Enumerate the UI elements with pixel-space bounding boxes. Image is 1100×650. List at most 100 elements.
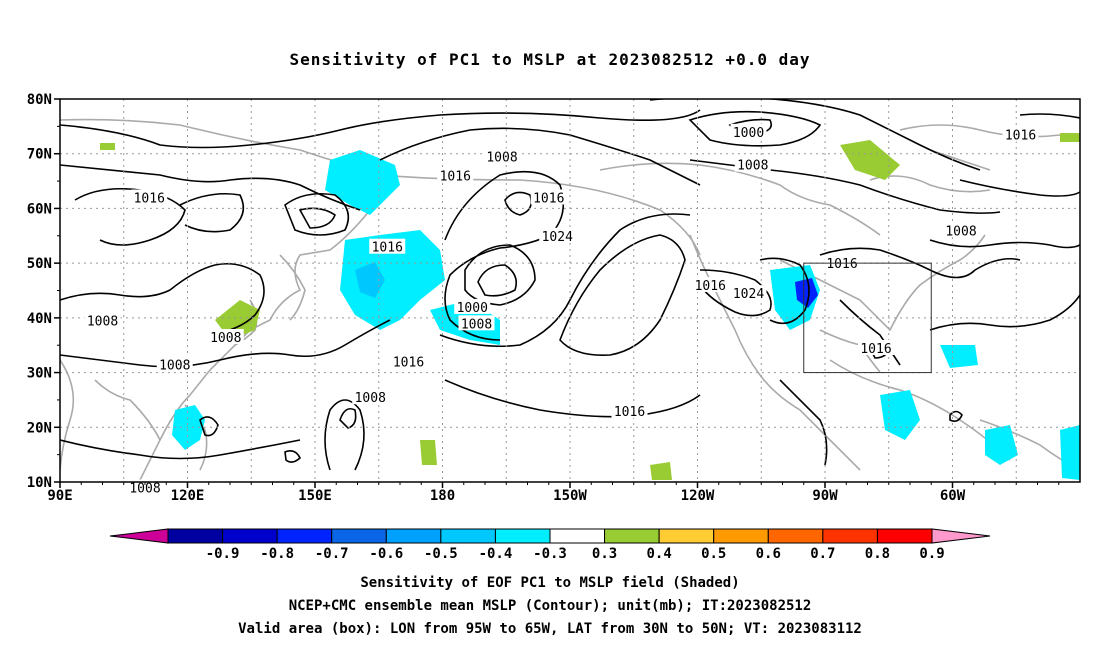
- contour-label: 1024: [542, 230, 573, 245]
- contour-label: 1008: [129, 481, 160, 496]
- colorbar-label: -0.8: [260, 546, 294, 562]
- valid-area-box: [803, 262, 932, 374]
- contour-label-bg: [484, 148, 520, 164]
- contour-label-bg: [734, 156, 771, 172]
- lon-tick-label: 120E: [171, 488, 205, 504]
- contour-label: 1008: [87, 315, 118, 330]
- contour-label-bg: [207, 329, 244, 345]
- contour-label-bg: [458, 315, 495, 331]
- lon-tick-label: 60W: [940, 488, 966, 504]
- contour-label-bg: [943, 222, 979, 238]
- colorbar: -0.9 -0.8 -0.7 -0.6 -0.5 -0.4 -0.3 0.3 0.4 0.5 0.6…: [109, 528, 991, 562]
- colorbar-label: -0.4: [479, 546, 513, 562]
- lon-tick-label: 150W: [553, 488, 587, 504]
- contour-label-bg: [824, 255, 860, 271]
- contour-label-bg: [84, 312, 121, 328]
- contour-label-bg: [131, 189, 168, 205]
- contour-label: 1008: [355, 391, 386, 406]
- contour-label: 1016: [440, 170, 471, 185]
- caption-shading: Sensitivity of EOF PC1 to MSLP field (Sh…: [360, 575, 740, 591]
- lon-tick-label: 90E: [47, 488, 72, 504]
- contour-label: 1008: [210, 331, 241, 346]
- contour-label-bg: [369, 238, 406, 254]
- colorbar-label: -0.7: [315, 546, 349, 562]
- map-title: Sensitivity of PC1 to MSLP at 2023082512…: [289, 50, 811, 69]
- contour-label-bg: [692, 277, 729, 293]
- contour-label: 1008: [486, 150, 517, 165]
- lat-tick-label: 60N: [27, 201, 52, 217]
- colorbar-label: 0.4: [646, 546, 671, 562]
- colorbar-swatch: [713, 528, 769, 544]
- colorbar-label: -0.9: [206, 546, 240, 562]
- contour-label-bg: [390, 353, 427, 369]
- colorbar-label: 0.3: [592, 546, 617, 562]
- contour-label: 1016: [1005, 129, 1036, 144]
- colorbar-swatch: [276, 528, 333, 544]
- colorbar-swatch: [331, 528, 387, 544]
- contour-label-bg: [1002, 126, 1039, 142]
- lon-tick-label: 150E: [298, 488, 332, 504]
- contour-label-bg: [858, 339, 894, 355]
- caption-contour: NCEP+CMC ensemble mean MSLP (Contour); u…: [288, 598, 812, 614]
- contour-label-bg: [454, 298, 491, 314]
- colorbar-swatch: [549, 528, 606, 544]
- contour-label: 1016: [695, 279, 726, 294]
- lat-tick-label: 70N: [27, 147, 52, 163]
- colorbar-label: 0.6: [756, 546, 781, 562]
- colorbar-low-triangle: [109, 528, 169, 544]
- colorbar-label: 0.5: [701, 546, 726, 562]
- lat-tick-label: 20N: [27, 420, 52, 436]
- colorbar-swatch: [822, 528, 878, 544]
- colorbar-label: -0.3: [533, 546, 567, 562]
- contour-label: 1008: [737, 159, 768, 174]
- contour-label: 1016: [372, 241, 403, 256]
- colorbar-swatch: [494, 528, 551, 544]
- colorbar-swatch: [167, 528, 224, 544]
- contour-label: 1016: [533, 191, 564, 206]
- contour-label: 1024: [733, 287, 764, 302]
- contour-label-bg: [352, 389, 389, 405]
- contour-label-bg: [539, 227, 576, 243]
- sensitivity-shading: [100, 133, 1080, 480]
- contour-label: 1016: [134, 191, 165, 206]
- mslp-contours: [60, 99, 1080, 471]
- contour-label-bg: [611, 402, 648, 418]
- lat-tick-label: 80N: [27, 92, 52, 108]
- colorbar-label: 0.9: [919, 546, 944, 562]
- contour-label: 1016: [614, 405, 645, 420]
- colorbar-swatch: [876, 528, 933, 544]
- contour-label-bg: [127, 479, 163, 495]
- colorbar-swatch: [604, 528, 660, 544]
- colorbar-swatch: [658, 528, 715, 544]
- contour-label-bg: [530, 189, 567, 205]
- contour-label-bg: [156, 356, 193, 372]
- contour-label: 1008: [159, 358, 190, 373]
- colorbar-swatch: [385, 528, 442, 544]
- graticule: [60, 99, 1080, 482]
- contour-label: 1016: [393, 356, 424, 371]
- contour-label: 1000: [457, 301, 488, 316]
- lat-tick-label: 50N: [27, 256, 52, 272]
- lat-tick-label: 10N: [27, 475, 52, 491]
- colorbar-label: 0.7: [810, 546, 835, 562]
- colorbar-label: -0.5: [424, 546, 458, 562]
- contour-label: 1016: [826, 257, 857, 272]
- contour-label-bg: [730, 285, 767, 301]
- contour-label: 1008: [945, 224, 976, 239]
- colorbar-label: 0.8: [865, 546, 890, 562]
- contour-label: 1000: [733, 126, 764, 141]
- colorbar-label: -0.6: [369, 546, 403, 562]
- lon-tick-label: 120W: [681, 488, 715, 504]
- lat-tick-label: 30N: [27, 366, 52, 382]
- lon-tick-label: 90W: [812, 488, 838, 504]
- colorbar-swatch: [767, 528, 824, 544]
- contour-label: 1008: [461, 317, 492, 332]
- contour-labels: 1016 1008 1008 1008 1008 1008 1016 1016 1016 1008…: [84, 123, 1039, 496]
- lon-tick-label: 180: [430, 488, 455, 504]
- contour-label-bg: [437, 167, 474, 183]
- colorbar-high-triangle: [931, 528, 991, 544]
- caption-valid-area: Valid area (box): LON from 95W to 65W, L…: [238, 621, 862, 637]
